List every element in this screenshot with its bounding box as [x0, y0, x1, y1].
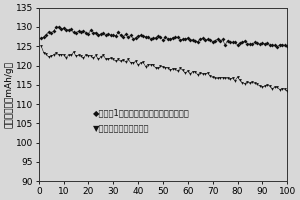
Text: ▼对比例的锂镁锄氧材料: ▼对比例的锂镁锄氧材料: [93, 124, 150, 133]
Y-axis label: 放电比容量（mAh/g）: 放电比容量（mAh/g）: [4, 61, 13, 128]
Text: ◆实施例1的金属氧化物包覆锂镁锄氧材料: ◆实施例1的金属氧化物包覆锂镁锄氧材料: [93, 108, 190, 117]
